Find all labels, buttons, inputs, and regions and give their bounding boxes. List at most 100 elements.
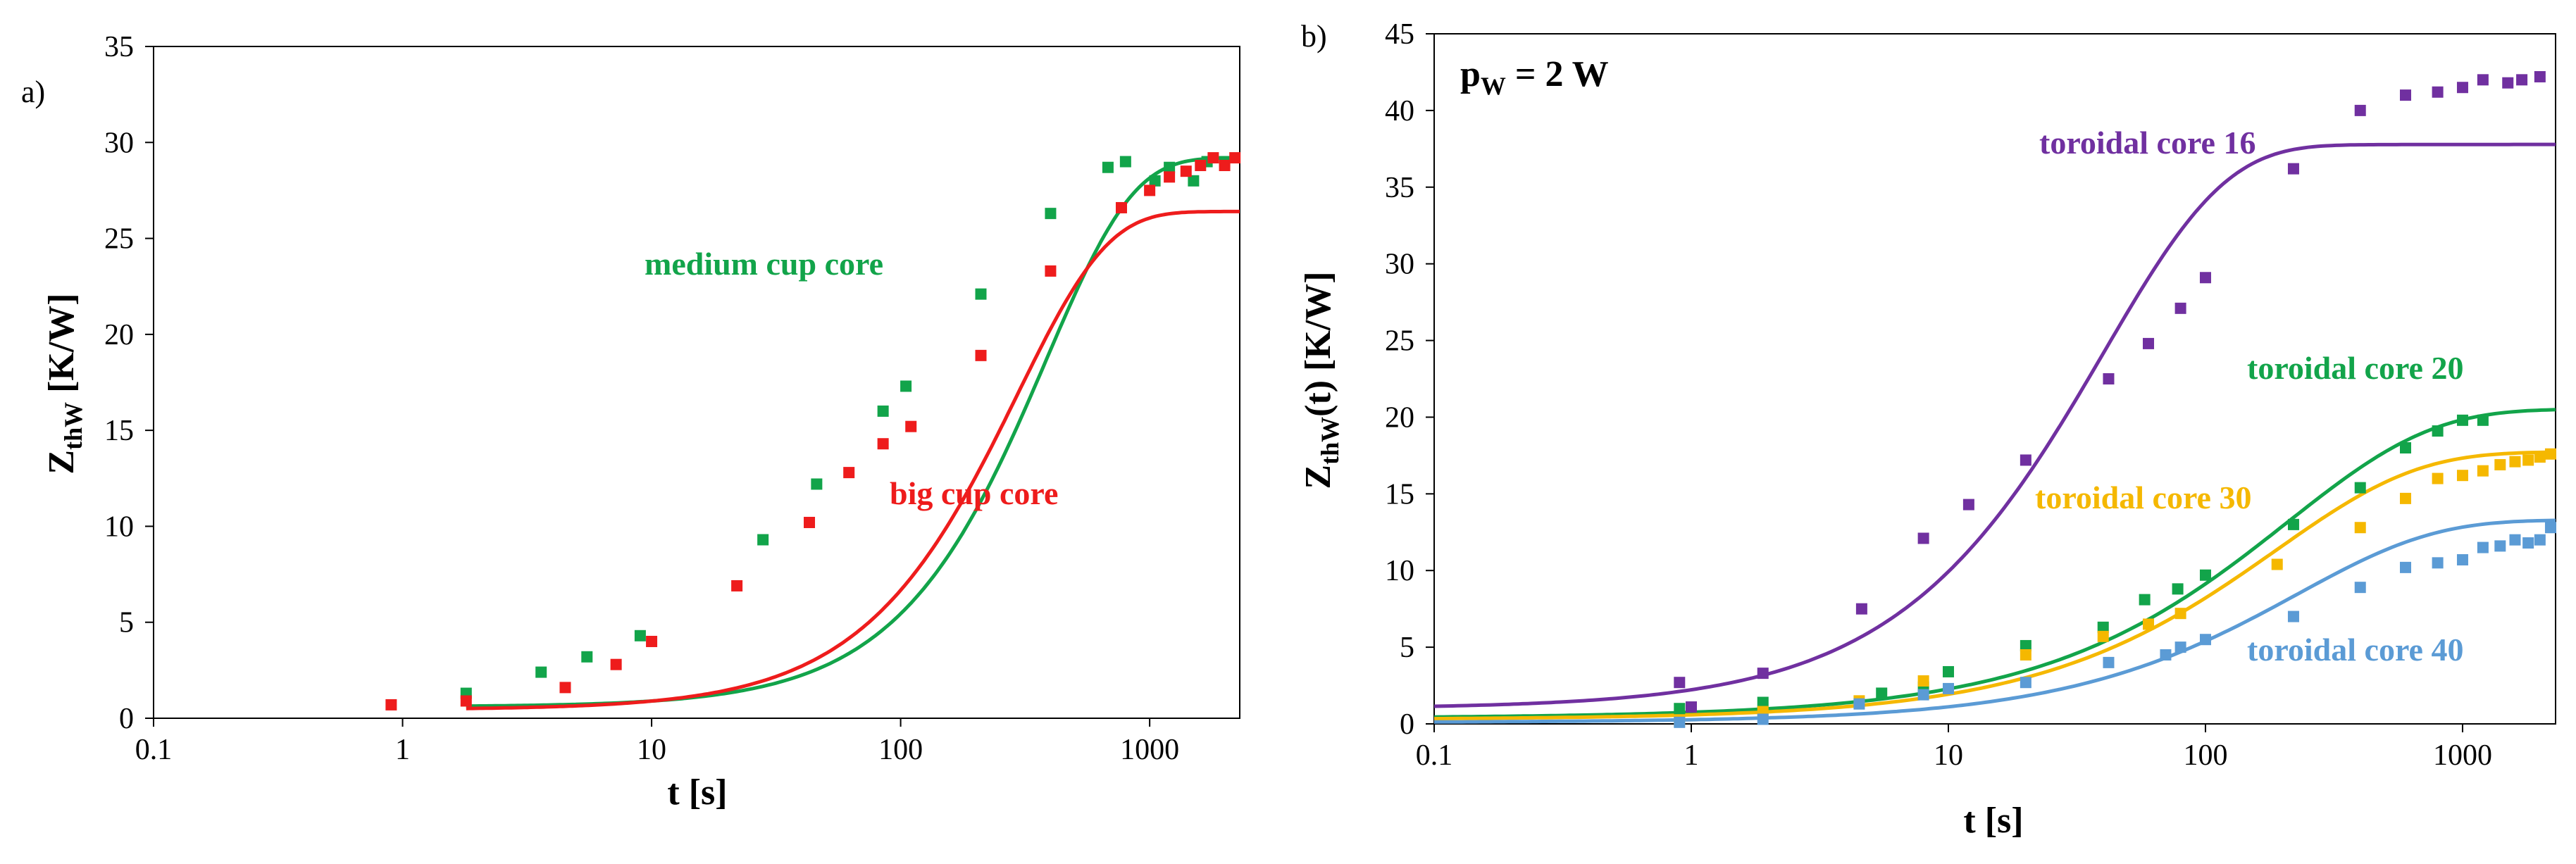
data-point-toroidal-core-20	[2020, 639, 2031, 651]
data-point-toroidal-core-40	[2432, 557, 2444, 569]
panel-a-label: a)	[21, 75, 45, 109]
data-point-toroidal-core-16	[2432, 86, 2444, 98]
data-point-big-cup-core	[1045, 265, 1057, 277]
panel-b-chart: b) 0.1 1 10 100 1000 0 5 10 15 20 25 30 35 40 45 pW = …	[1298, 18, 2556, 841]
data-point-big-cup-core	[1144, 184, 1156, 196]
data-point-toroidal-core-16	[2477, 74, 2489, 86]
data-point-medium-cup-core	[1149, 175, 1161, 187]
data-point-toroidal-core-20	[2354, 482, 2366, 494]
data-point-toroidal-core-20	[1942, 665, 1954, 677]
data-point-toroidal-core-40	[2494, 540, 2506, 552]
x-tick-label: 10	[637, 734, 666, 766]
data-point-medium-cup-core	[1045, 208, 1057, 220]
data-point-toroidal-core-40	[2534, 534, 2546, 546]
data-point-medium-cup-core	[877, 405, 889, 417]
data-point-big-cup-core	[646, 635, 658, 647]
data-point-big-cup-core	[385, 699, 397, 710]
data-point-toroidal-core-20	[2399, 442, 2411, 453]
data-point-toroidal-core-20	[2199, 569, 2211, 581]
panel-a-fit-lines	[466, 156, 1240, 710]
x-tick-label: 10	[1934, 739, 1963, 772]
annotation-toroidal-core-30: toroidal core 30	[2035, 480, 2251, 515]
data-point-medium-cup-core	[535, 666, 547, 678]
y-tick-label: 45	[1385, 18, 1414, 51]
data-point-toroidal-core-40	[1853, 698, 1865, 710]
y-tick-label: 30	[104, 127, 134, 159]
data-point-toroidal-core-16	[1674, 677, 1686, 689]
data-point-toroidal-core-40	[2456, 553, 2468, 565]
panel-a-ticks: 0.1 1 10 100 1000 0 5 10 15 20 25 30 35	[104, 31, 1179, 766]
y-tick-label: 15	[1385, 478, 1414, 511]
y-tick-label: 20	[104, 319, 134, 351]
data-point-medium-cup-core	[1164, 161, 1176, 173]
data-point-toroidal-core-16	[2174, 302, 2186, 314]
fit-line-big-cup-core	[466, 209, 1240, 710]
data-point-toroidal-core-16	[1855, 603, 1867, 615]
data-point-toroidal-core-40	[2160, 649, 2172, 660]
panel-b-y-axis-title: ZthW(t) [K/W]	[1298, 271, 1344, 489]
x-tick-label: 0.1	[1416, 739, 1453, 772]
data-point-toroidal-core-40	[2287, 611, 2299, 622]
data-point-toroidal-core-30	[2534, 451, 2546, 463]
data-point-toroidal-core-16	[2456, 82, 2468, 94]
panel-a-x-axis-title: t [s]	[667, 772, 727, 813]
x-tick-label: 1	[1684, 739, 1698, 772]
x-tick-label: 100	[878, 734, 923, 766]
annotation-toroidal-core-40: toroidal core 40	[2247, 632, 2463, 668]
data-point-toroidal-core-30	[2522, 454, 2534, 466]
panel-b-label: b)	[1301, 19, 1327, 54]
panel-a-y-axis-title: ZthW [K/W]	[42, 293, 87, 474]
data-point-big-cup-core	[1219, 159, 1231, 171]
data-point-toroidal-core-30	[2174, 608, 2186, 620]
fit-line-toroidal-core-20	[1433, 408, 2556, 719]
data-point-toroidal-core-16	[1962, 499, 1974, 511]
annotation-medium-cup-core: medium cup core	[645, 246, 883, 282]
panel-b-plot-frame	[1433, 33, 2556, 725]
data-point-toroidal-core-16	[2354, 104, 2366, 116]
fit-line-toroidal-core-40	[1434, 518, 2556, 724]
data-point-toroidal-core-30	[2271, 558, 2283, 570]
data-point-big-cup-core	[731, 580, 743, 591]
data-point-toroidal-core-40	[2020, 677, 2031, 689]
panel-a-plot-frame	[153, 46, 1240, 719]
y-tick-label: 0	[1400, 708, 1414, 741]
data-point-big-cup-core	[559, 682, 571, 694]
data-point-toroidal-core-30	[2143, 618, 2155, 630]
data-point-big-cup-core	[1164, 171, 1176, 183]
data-point-toroidal-core-16	[2143, 337, 2155, 349]
data-point-toroidal-core-16	[2516, 74, 2528, 86]
data-point-toroidal-core-20	[2432, 425, 2444, 437]
data-point-big-cup-core	[1207, 152, 1219, 164]
data-point-toroidal-core-30	[2097, 630, 2109, 642]
y-tick-label: 10	[1385, 555, 1414, 587]
data-point-big-cup-core	[610, 658, 622, 670]
data-point-toroidal-core-20	[1674, 703, 1686, 715]
fit-line-toroidal-core-30	[1433, 450, 2556, 721]
y-tick-label: 15	[104, 415, 134, 447]
data-point-toroidal-core-40	[2544, 522, 2556, 534]
data-point-toroidal-core-40	[2399, 561, 2411, 573]
data-point-toroidal-core-30	[2477, 465, 2489, 477]
data-point-toroidal-core-40	[1674, 716, 1686, 728]
y-tick-label: 35	[1385, 172, 1414, 204]
annotation-big-cup-core: big cup core	[890, 475, 1058, 511]
data-point-toroidal-core-30	[2354, 522, 2366, 534]
data-point-toroidal-core-40	[2354, 582, 2366, 594]
x-tick-label: 100	[2183, 739, 2227, 772]
data-point-toroidal-core-16	[1757, 668, 1769, 680]
data-point-medium-cup-core	[757, 534, 769, 546]
y-tick-label: 25	[1385, 325, 1414, 358]
data-point-toroidal-core-16	[2020, 454, 2031, 466]
panel-b-ticks: 0.1 1 10 100 1000 0 5 10 15 20 25 30 35 40 45	[1385, 18, 2492, 772]
data-point-toroidal-core-30	[2509, 456, 2521, 468]
data-point-toroidal-core-30	[2544, 448, 2556, 460]
data-point-medium-cup-core	[581, 651, 593, 663]
data-point-toroidal-core-40	[2174, 641, 2186, 653]
data-point-medium-cup-core	[634, 630, 646, 641]
data-point-big-cup-core	[843, 467, 855, 479]
data-point-big-cup-core	[460, 695, 472, 707]
data-point-toroidal-core-40	[2522, 537, 2534, 549]
data-point-toroidal-core-16	[2399, 89, 2411, 101]
x-tick-label: 1000	[1120, 734, 1179, 766]
